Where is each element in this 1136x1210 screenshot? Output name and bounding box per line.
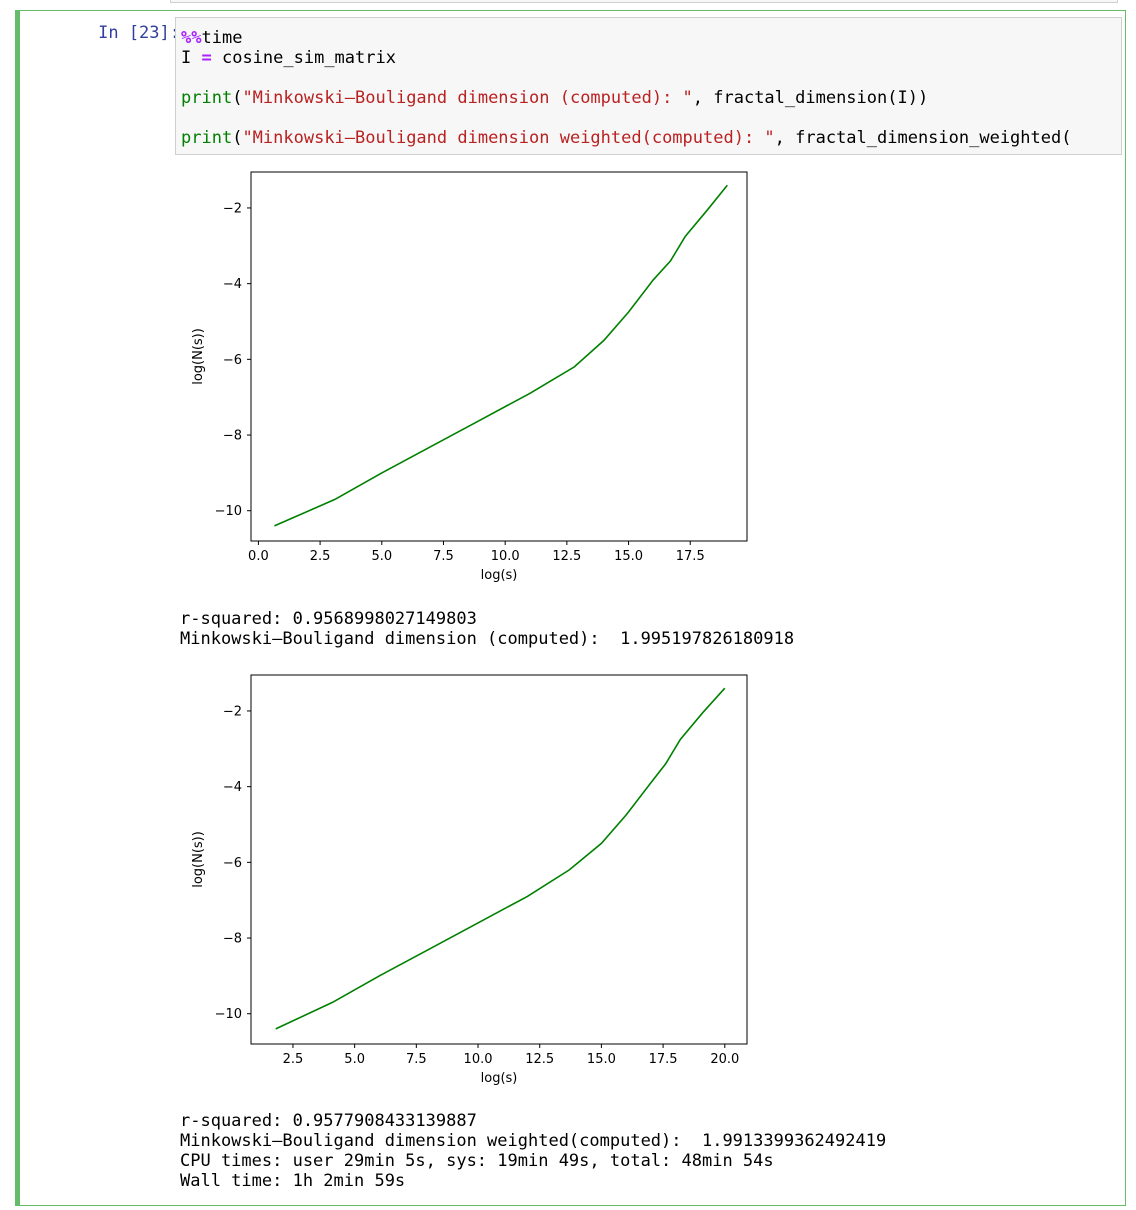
x-tick-label: 10.0 [491,549,520,564]
y-tick-label: −8 [223,932,242,947]
y-axis-label: log(N(s)) [191,328,206,385]
code-token: ( [232,88,243,108]
x-tick-label: 20.0 [710,1052,739,1067]
x-tick-label: 7.5 [433,549,454,564]
code-editor[interactable]: %%time I = cosine_sim_matrix print("Mink… [176,18,1121,148]
code-input[interactable]: %%time I = cosine_sim_matrix print("Mink… [175,17,1122,155]
code-line: print("Minkowski–Bouligand dimension wei… [181,128,1071,148]
code-token: , fractal_dimension(I)) [692,88,929,108]
code-line: print("Minkowski–Bouligand dimension (co… [181,88,928,108]
plot-1: 0.0 2.5 5.0 7.5 10.0 12.5 15.0 17.5 −2 −4 −6 −8 −10 l… [185,166,775,596]
x-axis-label: log(s) [481,568,518,583]
plot-2: 2.5 5.0 7.5 10.0 12.5 15.0 17.5 20.0 −2 −4 −6 −8 −10… [185,669,775,1099]
code-token: "Minkowski–Bouligand dimension weighted(… [242,128,775,148]
code-token: ( [232,128,243,148]
x-tick-label: 12.5 [525,1052,554,1067]
code-token: I [181,48,202,68]
axes-frame [250,674,748,1045]
output-text-1: r-squared: 0.9568998027149803 Minkowski–… [180,609,795,649]
y-tick-label: −10 [215,1007,242,1022]
x-axis-label: log(s) [481,1071,518,1086]
code-token: , fractal_dimension_weighted( [774,128,1072,148]
series-line [275,687,726,1030]
code-token: cosine_sim_matrix [211,48,396,68]
chart-1-svg: 0.0 2.5 5.0 7.5 10.0 12.5 15.0 17.5 −2 −4 −6 −8 −10 l… [191,171,748,583]
x-tick-label: 2.5 [310,549,331,564]
y-tick-label: −4 [223,277,242,292]
y-tick-label: −6 [223,856,242,871]
code-token: = [201,48,212,68]
x-tick-label: 7.5 [406,1052,427,1067]
chart-2-svg: 2.5 5.0 7.5 10.0 12.5 15.0 17.5 20.0 −2 −4 −6 −8 −10… [191,674,748,1086]
previous-cell-edge [170,0,1118,3]
code-line: I = cosine_sim_matrix [181,48,396,68]
y-tick-label: −6 [223,353,242,368]
x-tick-label: 0.0 [248,549,269,564]
x-tick-label: 2.5 [283,1052,304,1067]
code-token: "Minkowski–Bouligand dimension (computed… [242,88,693,108]
code-token: %% [181,28,202,48]
y-tick-label: −2 [223,201,242,216]
x-tick-label: 5.0 [344,1052,365,1067]
code-token: time [201,28,243,48]
code-line: %%time [181,28,242,48]
notebook-cell[interactable]: In [23]: %%time I = cosine_sim_matrix pr… [15,10,1126,1206]
x-tick-label: 15.0 [614,549,643,564]
code-token: print [181,128,233,148]
y-tick-label: −2 [223,704,242,719]
x-tick-label: 5.0 [371,549,392,564]
series-line [274,184,728,527]
code-token: print [181,88,233,108]
x-tick-label: 17.5 [676,549,705,564]
x-tick-label: 12.5 [552,549,581,564]
y-tick-label: −8 [223,429,242,444]
y-axis-label: log(N(s)) [191,831,206,888]
axes-frame [250,171,748,542]
y-tick-label: −10 [215,504,242,519]
cell-prompt: In [23]: [98,23,180,43]
x-tick-label: 15.0 [587,1052,616,1067]
x-tick-label: 17.5 [649,1052,678,1067]
x-tick-label: 10.0 [464,1052,493,1067]
output-text-2: r-squared: 0.9577908433139887 Minkowski–… [180,1111,887,1191]
y-tick-label: −4 [223,780,242,795]
